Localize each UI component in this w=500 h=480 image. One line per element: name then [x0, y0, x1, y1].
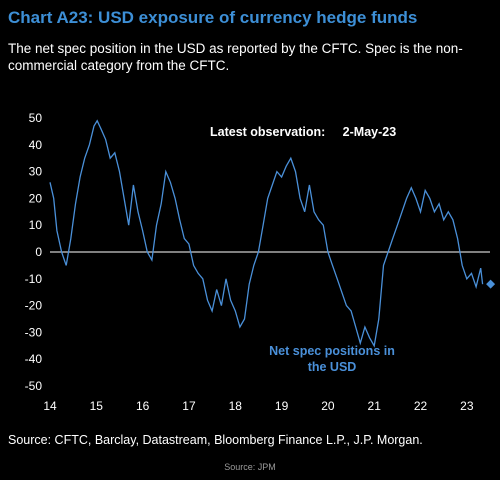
- y-tick-label: -20: [25, 299, 43, 313]
- x-tick-label: 18: [229, 399, 243, 413]
- x-tick-label: 22: [414, 399, 428, 413]
- source-note: Source: CFTC, Barclay, Datastream, Bloom…: [8, 433, 423, 447]
- chart-title: Chart A23: USD exposure of currency hedg…: [8, 8, 418, 27]
- latest-observation-annotation: Latest observation: 2-May-23: [210, 125, 396, 139]
- x-tick-label: 17: [182, 399, 196, 413]
- x-axis-tick-labels: 14 15 16 17 18 19 20 21 22 23: [43, 399, 474, 413]
- y-tick-label: -10: [25, 272, 43, 286]
- y-tick-label: 40: [29, 138, 43, 152]
- latest-observation-marker: [486, 279, 496, 289]
- y-tick-label: -40: [25, 352, 43, 366]
- series-line-usd-net-spec: [49, 119, 484, 348]
- y-tick-label: 10: [29, 218, 43, 232]
- y-tick-label: 0: [35, 245, 42, 259]
- y-tick-label: 30: [29, 165, 43, 179]
- series-label-line-1: Net spec positions in: [269, 344, 395, 358]
- y-axis-tick-labels: 50 40 30 20 10 0 -10 -20 -30 -40 -50: [25, 111, 43, 393]
- x-tick-label: 21: [368, 399, 382, 413]
- y-tick-label: -30: [25, 325, 43, 339]
- x-tick-label: 14: [43, 399, 57, 413]
- series-label-line-2: the USD: [308, 360, 357, 374]
- x-tick-label: 15: [90, 399, 104, 413]
- x-tick-label: 16: [136, 399, 150, 413]
- image-credit: Source: JPM: [224, 462, 276, 472]
- y-tick-label: 20: [29, 191, 43, 205]
- x-tick-label: 20: [321, 399, 335, 413]
- y-tick-label: -50: [25, 379, 43, 393]
- chart-subtitle: The net spec position in the USD as repo…: [8, 41, 463, 73]
- x-tick-label: 19: [275, 399, 289, 413]
- x-tick-label: 23: [460, 399, 474, 413]
- y-tick-label: 50: [29, 111, 43, 125]
